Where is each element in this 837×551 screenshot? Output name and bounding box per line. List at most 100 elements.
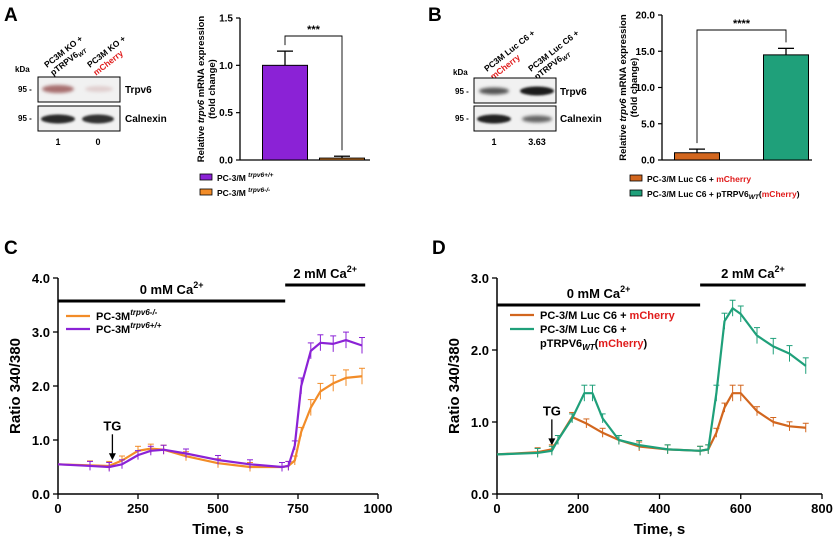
chart-c-xtick-label: 0 <box>54 501 61 516</box>
panel-label-d: D <box>432 238 446 259</box>
chart-c-ylabel: Ratio 340/380 <box>7 338 24 434</box>
chart-d-xtick-label: 200 <box>567 501 589 516</box>
chart-c-legend-label-1: PC-3Mtrpv6-/- <box>96 308 158 323</box>
blot-a-quant-2: 0 <box>95 137 100 147</box>
chart-a-legend-swatch-1 <box>199 173 213 181</box>
blot-a-marker-2: 95 - <box>18 114 32 123</box>
chart-a-bar-2 <box>319 157 365 161</box>
chart-a-significance-bracket <box>284 35 343 151</box>
chart-b-ytick-label: 10.0 <box>636 83 656 94</box>
chart-d-ylabel: Ratio 340/380 <box>446 338 463 434</box>
blot-b-quant-2: 3.63 <box>528 137 546 147</box>
chart-a-significance: *** <box>307 24 321 36</box>
panel-label-c: C <box>4 238 18 259</box>
chart-c-series-2-line <box>57 339 363 469</box>
chart-d-tg-arrow-head <box>548 438 556 446</box>
blot-a-band-2-label: Calnexin <box>125 114 167 125</box>
chart-c-tg-label: TG <box>103 418 121 433</box>
blot-a-calnexin-band-2 <box>82 114 114 124</box>
western-blot-b: PC3M Luc C6 + mCherry PC3M Luc C6 + pTRP… <box>453 28 602 147</box>
chart-d-legend-label-2: PC-3/M Luc C6 + <box>540 324 627 336</box>
chart-b-bar-1 <box>674 152 720 161</box>
chart-b-bar: 0.0 5.0 10.0 15.0 20.0 Relative trpv6 mRNA ex… <box>618 11 812 201</box>
chart-b-bar-2 <box>763 54 809 161</box>
panel-label-a: A <box>4 5 18 26</box>
chart-b-ytick-label: 0.0 <box>641 156 655 167</box>
chart-a-ytick-label: 0.5 <box>219 108 233 119</box>
chart-d-xlabel: Time, s <box>634 521 685 538</box>
chart-c-ytick-label: 0.0 <box>32 487 50 502</box>
chart-b-ytick-label: 15.0 <box>636 47 656 58</box>
chart-c-ytick-label: 4.0 <box>32 271 50 286</box>
chart-b-legend-label-2: PC-3/M Luc C6 + pTRPV6WT(mCherry) <box>647 189 800 201</box>
blot-a-calnexin-band-1 <box>41 114 75 124</box>
chart-b-legend-label-1: PC-3/M Luc C6 + mCherry <box>647 174 751 184</box>
blot-a-band-1-label: Trpv6 <box>125 85 152 96</box>
chart-d-ytick-label: 3.0 <box>471 271 489 286</box>
blot-b-quant-1: 1 <box>491 137 496 147</box>
chart-c-xtick-label: 1000 <box>364 501 393 516</box>
chart-d-legend-label-1: PC-3/M Luc C6 + mCherry <box>540 310 676 322</box>
chart-d-xtick-label: 0 <box>493 501 500 516</box>
blot-b-kda: kDa <box>453 68 468 77</box>
chart-c-ytick-label: 2.0 <box>32 379 50 394</box>
blot-b-band-2-label: Calnexin <box>560 114 602 125</box>
chart-d-ytick-label: 1.0 <box>471 415 489 430</box>
blot-a-marker-1: 95 - <box>18 85 32 94</box>
blot-b-trpv6-band-2 <box>520 86 554 96</box>
chart-c-ytick-label: 3.0 <box>32 325 50 340</box>
chart-d-legend-label-2-line2: pTRPV6WT(mCherry) <box>540 338 648 352</box>
chart-d-condition-label-2: 2 mM Ca2+ <box>721 264 785 281</box>
chart-d-ytick-label: 2.0 <box>471 343 489 358</box>
chart-d-ytick-label: 0.0 <box>471 487 489 502</box>
chart-b-significance: **** <box>733 18 751 30</box>
chart-a-bar-1 <box>262 64 308 161</box>
chart-b-ytick-label: 20.0 <box>636 11 656 22</box>
chart-a-legend-label-1: PC-3/M trpv6+/+ <box>217 172 274 183</box>
blot-a-trpv6-band-2 <box>85 86 113 92</box>
chart-b-significance-bracket <box>696 29 787 144</box>
blot-b-calnexin-band-1 <box>477 114 511 124</box>
chart-b-legend-swatch-1 <box>629 174 643 182</box>
chart-c-condition-label-1: 0 mM Ca2+ <box>140 280 204 297</box>
chart-b-ylabel-2: (fold change) <box>629 58 640 118</box>
chart-d-line: 0.0 1.0 2.0 3.0 0 200 400 600 800 Time, s Ratio 34… <box>446 264 833 538</box>
chart-c-xlabel: Time, s <box>192 521 243 538</box>
blot-a-trpv6-band-1 <box>42 85 74 93</box>
chart-c-ytick-label: 1.0 <box>32 433 50 448</box>
blot-a-kda: kDa <box>15 65 30 74</box>
chart-b-ytick-label: 5.0 <box>641 119 655 130</box>
chart-d-tg-label: TG <box>543 403 561 418</box>
chart-a-ytick-label: 1.5 <box>219 14 233 25</box>
chart-a-bar: 0.0 0.5 1.0 1.5 Relative trpv6 mRNA expressi… <box>196 14 370 198</box>
blot-b-trpv6-band-1 <box>479 87 509 95</box>
blot-b-calnexin-band-2 <box>522 115 552 123</box>
panel-label-b: B <box>428 5 442 26</box>
blot-b-marker-2: 95 - <box>455 114 469 123</box>
chart-c-condition-label-2: 2 mM Ca2+ <box>293 264 357 281</box>
chart-a-ytick-label: 0.0 <box>219 156 233 167</box>
blot-a-quant-1: 1 <box>55 137 60 147</box>
blot-a-lane-1-label: PC3M KO + pTRPV6WT <box>42 33 90 77</box>
chart-a-legend-swatch-2 <box>199 188 213 196</box>
blot-b-marker-1: 95 - <box>455 87 469 96</box>
chart-c-xtick-label: 750 <box>287 501 309 516</box>
chart-a-ytick-label: 1.0 <box>219 61 233 72</box>
chart-c-line: 0.0 1.0 2.0 3.0 4.0 0 250 500 750 1000 Time, s Rati… <box>7 264 392 538</box>
chart-c-tg-arrow-head <box>108 453 116 461</box>
chart-a-ylabel: Relative trpv6 mRNA expression <box>196 16 207 163</box>
chart-d-xtick-label: 800 <box>811 501 833 516</box>
chart-a-legend-label-2: PC-3/M trpv6-/- <box>217 187 270 198</box>
chart-d-xtick-label: 600 <box>730 501 752 516</box>
chart-b-legend-swatch-2 <box>629 189 643 197</box>
chart-d-xtick-label: 400 <box>649 501 671 516</box>
western-blot-a: PC3M KO + pTRPV6WT PC3M KO + mCherry kDa… <box>15 33 167 147</box>
chart-c-xtick-label: 250 <box>127 501 149 516</box>
chart-d-condition-label-1: 0 mM Ca2+ <box>567 284 631 301</box>
chart-b-ylabel: Relative trpv6 mRNA expression <box>618 14 629 161</box>
chart-c-xtick-label: 500 <box>207 501 229 516</box>
chart-a-ylabel-2: (fold change) <box>207 59 218 119</box>
blot-b-band-1-label: Trpv6 <box>560 87 587 98</box>
chart-c-legend-label-2: PC-3Mtrpv6+/+ <box>96 321 162 336</box>
